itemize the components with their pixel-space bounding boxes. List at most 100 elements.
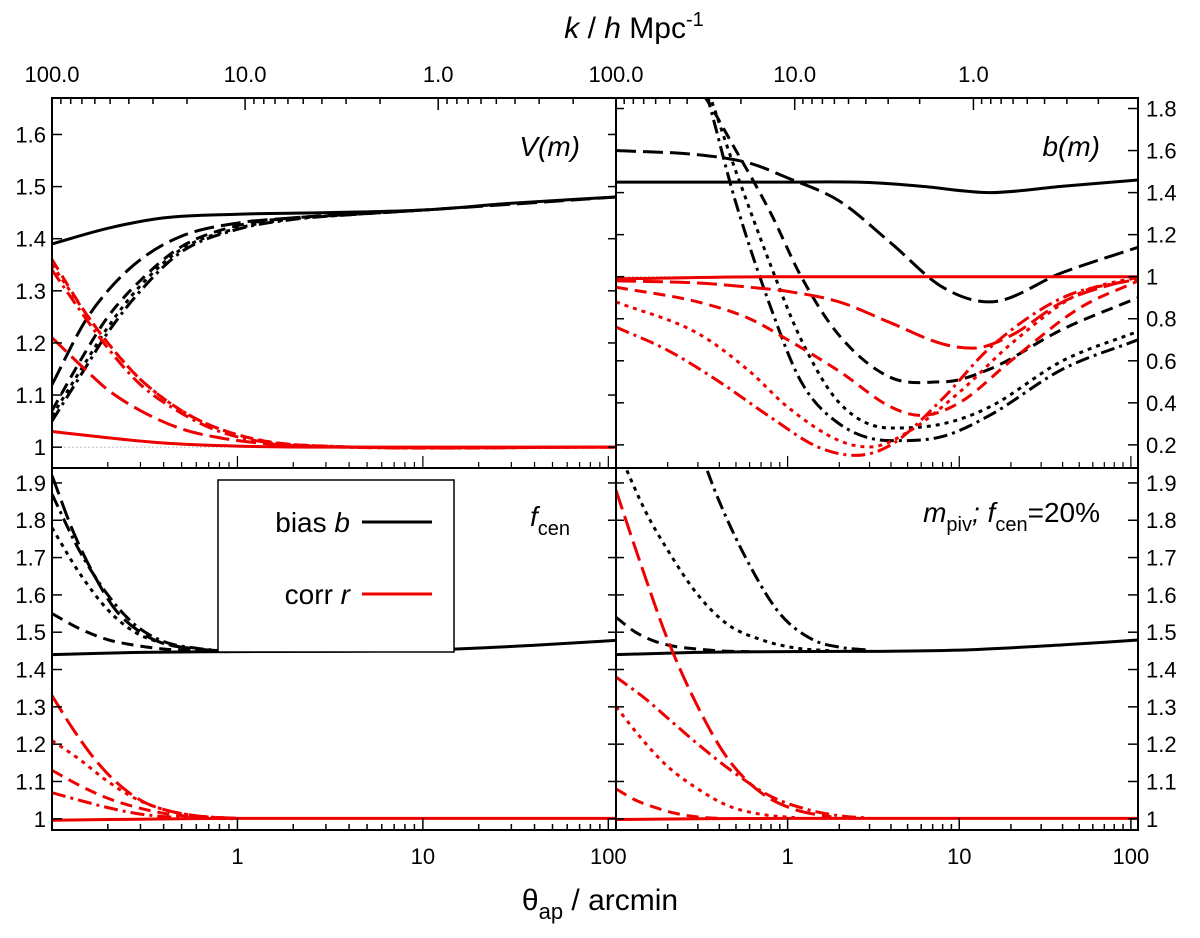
x-tick-label-top-right: 100.0 — [588, 62, 643, 87]
series-top-right-corr-solid — [616, 275, 1138, 281]
x-tick-label-bottom-right: 1 — [782, 844, 794, 869]
series-top-right-bias-dot — [708, 98, 1138, 430]
y-tick-label-bottom-left: 1 — [34, 807, 46, 832]
series-bottom-right-corr-dash-dot — [616, 675, 870, 820]
y-tick-label-bottom-right: 1.5 — [1146, 620, 1177, 645]
y-tick-label-top-right: 1.6 — [1146, 139, 1177, 164]
x-tick-label-bottom-right: 100 — [1113, 844, 1150, 869]
y-tick-label-bottom-left: 1.5 — [15, 620, 46, 645]
series-bottom-right-corr-long-dash — [616, 489, 832, 819]
panel-top-left: 1 1.1 1.2 1.3 1.4 1.5 1.6 — [15, 122, 616, 460]
y-tick-label-bottom-left: 1.8 — [15, 508, 46, 533]
series-bottom-left-corr-dot — [52, 739, 238, 820]
panel-label-top-right: b(m) — [1042, 131, 1100, 162]
y-tick-label-top-right: 1.2 — [1146, 223, 1177, 248]
panel-top-right: 0.2 0.4 0.6 0.8 1 1.2 1.4 1.6 1.8 — [616, 97, 1177, 458]
panel-label-bottom-left: fcen — [530, 501, 570, 540]
panel-bottom-left: 1 1.1 1.2 1.3 1.4 1.5 1.6 1.7 1.8 1.9 — [15, 471, 616, 832]
series-top-right-bias-dash-dot — [706, 98, 1138, 443]
series-bottom-right-corr-dash — [616, 787, 720, 820]
y-tick-label-bottom-right: 1.1 — [1146, 769, 1177, 794]
y-tick-label-top-right: 1.4 — [1146, 181, 1177, 206]
series-bottom-left-bias-long-dash — [52, 474, 230, 653]
y-tick-label-top-right: 1.8 — [1146, 97, 1177, 122]
series-top-left-corr-dot — [52, 263, 616, 450]
legend-box — [217, 479, 455, 653]
panel-label-bottom-right: mpiv; fcen=20% — [923, 497, 1100, 536]
series-bottom-right-corr-solid — [616, 816, 1138, 822]
y-tick-label-bottom-right: 1.6 — [1146, 583, 1177, 608]
y-tick-label-top-right: 1 — [1146, 265, 1158, 290]
y-tick-label-top-right: 0.2 — [1146, 433, 1177, 458]
series-top-right-bias-solid — [616, 178, 1138, 195]
y-tick-label-bottom-left: 1.6 — [15, 583, 46, 608]
series-bottom-right-bias-solid — [616, 638, 1138, 657]
x-axis-title-top: k / h Mpc-1 — [564, 9, 704, 45]
legend-label-bias: bias b — [275, 507, 350, 538]
series-bottom-left-corr-dash — [52, 768, 238, 820]
series-group-top-right — [616, 98, 1138, 457]
x-tick-label-top-left: 10.0 — [224, 62, 267, 87]
y-tick-label-top-left: 1.6 — [15, 122, 46, 147]
series-top-left-corr-solid — [52, 430, 616, 449]
series-top-left-bias-dash-dot — [52, 208, 423, 422]
y-tick-label-top-right: 0.4 — [1146, 391, 1177, 416]
series-top-right-corr-dash — [616, 279, 1138, 417]
y-tick-label-top-left: 1.4 — [15, 227, 46, 252]
legend: bias b corr r — [217, 479, 455, 653]
y-tick-label-bottom-left: 1.2 — [15, 732, 46, 757]
y-tick-label-bottom-left: 1.3 — [15, 695, 46, 720]
series-top-left-corr-dash — [52, 258, 616, 450]
y-tick-label-top-right: 0.6 — [1146, 349, 1177, 374]
y-tick-label-bottom-right: 1.2 — [1146, 732, 1177, 757]
series-bottom-left-corr-solid — [52, 816, 616, 822]
x-tick-label-top-left: 1.0 — [423, 62, 454, 87]
series-top-right-bias-long-dash — [616, 149, 1138, 304]
y-tick-label-bottom-right: 1.9 — [1146, 471, 1177, 496]
y-tick-label-top-left: 1.1 — [15, 383, 46, 408]
x-tick-label-bottom-right: 10 — [947, 844, 971, 869]
y-tick-label-bottom-right: 1 — [1146, 807, 1158, 832]
y-tick-label-bottom-right: 1.7 — [1146, 546, 1177, 571]
series-bottom-right-bias-dot — [624, 468, 832, 653]
series-top-right-corr-dot — [616, 275, 1138, 449]
legend-label-corr: corr r — [285, 579, 352, 610]
x-tick-label-bottom-left: 1 — [231, 844, 243, 869]
series-group-top-left — [52, 195, 616, 450]
series-top-left-bias-dot — [52, 208, 423, 417]
y-tick-label-top-left: 1.5 — [15, 175, 46, 200]
x-tick-label-bottom-left: 10 — [411, 844, 435, 869]
series-group-bottom-left — [52, 474, 616, 822]
series-bottom-left-bias-dash — [52, 612, 229, 654]
y-tick-label-bottom-left: 1.7 — [15, 546, 46, 571]
series-bottom-left-corr-dash-dot — [52, 791, 238, 821]
x-tick-label-top-left: 100.0 — [24, 62, 79, 87]
series-top-right-corr-long-dash — [616, 275, 1138, 350]
series-bottom-right-bias-dash-dot — [704, 468, 870, 652]
x-axes: 1 10 100 100.0 10.0 1.0 1 10 100 100.0 10.0 1.0 — [24, 62, 1149, 869]
y-tick-label-top-left: 1.3 — [15, 279, 46, 304]
series-bottom-left-bias-dash-dot — [52, 493, 230, 653]
y-tick-label-bottom-right: 1.3 — [1146, 695, 1177, 720]
series-top-right-bias-dash — [703, 98, 1138, 385]
y-tick-label-top-left: 1.2 — [15, 331, 46, 356]
panel-bottom-right: 1 1.1 1.2 1.3 1.4 1.5 1.6 1.7 1.8 1.9 — [616, 468, 1177, 832]
x-tick-label-top-right: 10.0 — [773, 62, 816, 87]
x-axis-title-bottom: θap / arcmin — [522, 884, 678, 924]
y-tick-label-bottom-right: 1.4 — [1146, 658, 1177, 683]
panel-label-top-left: V(m) — [519, 131, 580, 162]
series-top-left-corr-long-dash — [52, 336, 616, 450]
x-tick-label-top-right: 1.0 — [958, 62, 989, 87]
x-tick-label-bottom-left: 100 — [590, 844, 627, 869]
plot-frame — [51, 97, 1139, 831]
y-tick-label-bottom-left: 1.4 — [15, 658, 46, 683]
y-tick-label-top-right: 0.8 — [1146, 307, 1177, 332]
y-tick-label-bottom-right: 1.8 — [1146, 508, 1177, 533]
y-tick-label-top-left: 1 — [34, 435, 46, 460]
series-top-left-bias-long-dash — [52, 195, 616, 386]
series-top-left-corr-dash-dot — [52, 269, 616, 450]
series-top-left-bias-solid — [52, 195, 616, 246]
series-group-bottom-right — [616, 468, 1138, 822]
series-top-right-corr-dash-dot — [616, 277, 1138, 457]
